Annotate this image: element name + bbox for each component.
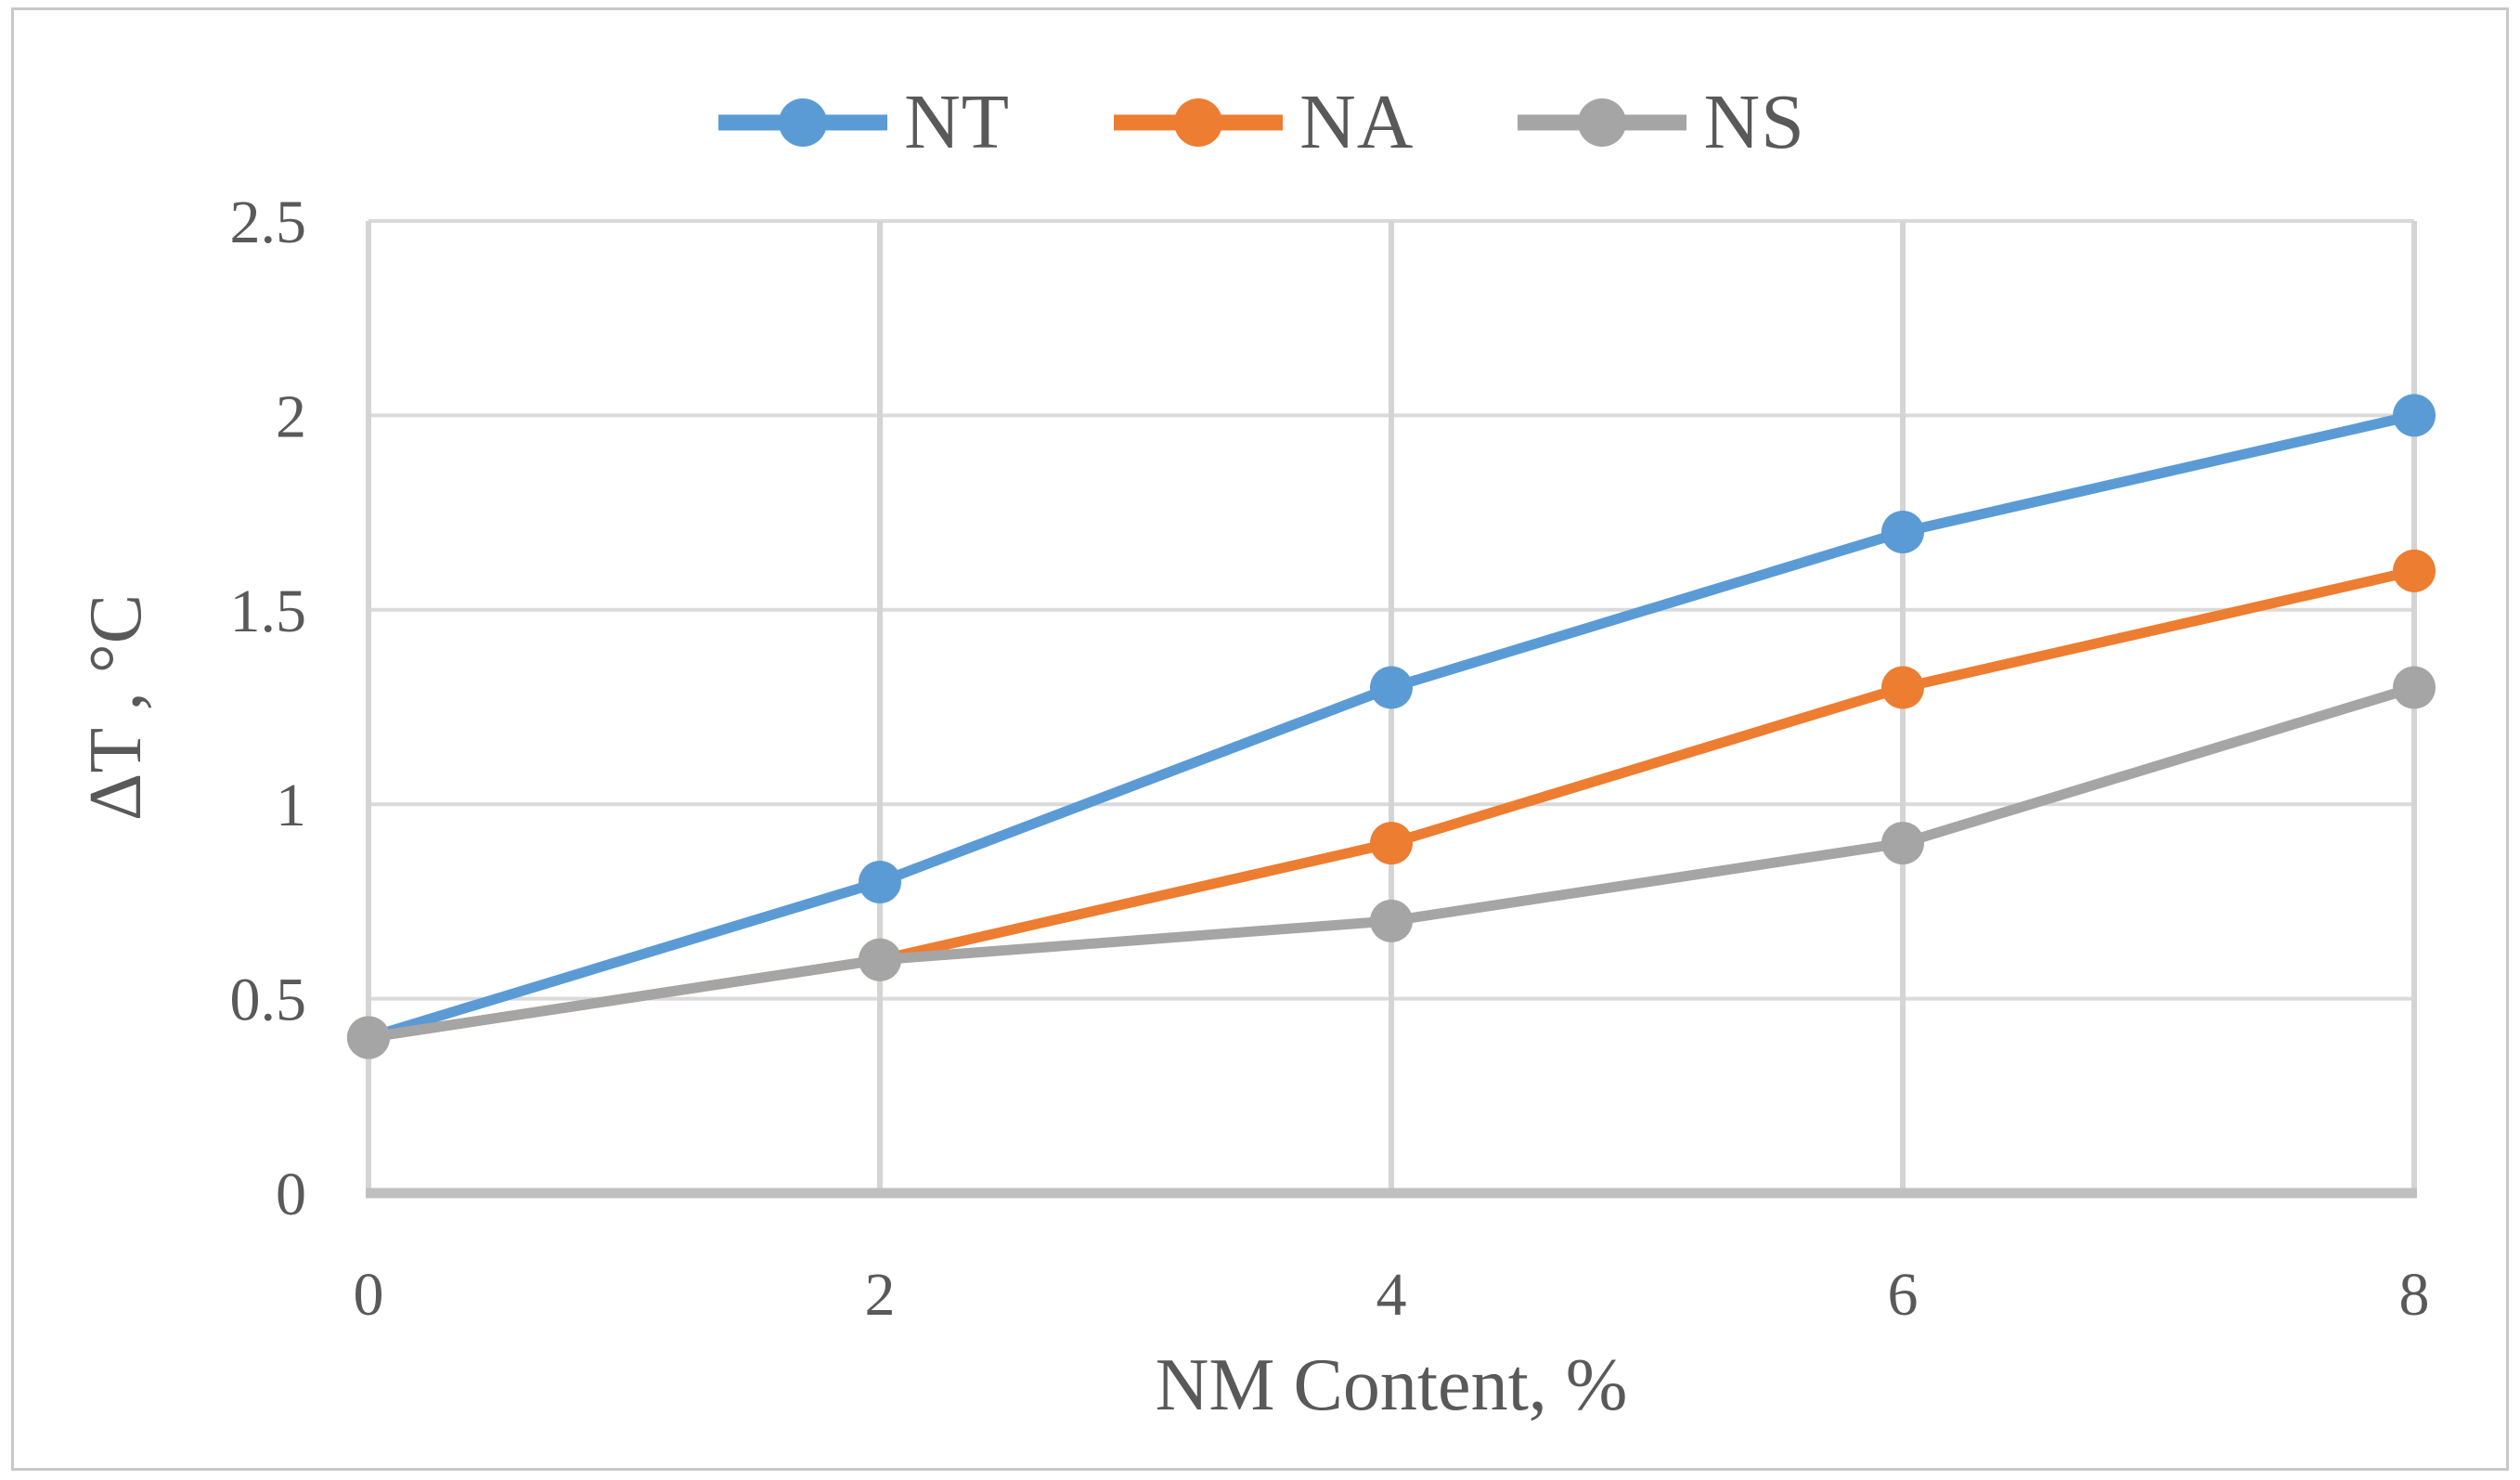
data-point-ns-x8 [2393, 666, 2436, 709]
y-tick-label-1.5: 1.5 [230, 578, 307, 645]
x-tick-label-6: 6 [1888, 1261, 1919, 1329]
data-point-nt-x6 [1881, 511, 1924, 554]
data-point-na-x4 [1370, 822, 1413, 865]
legend-label-na: NA [1299, 79, 1415, 165]
x-tick-label-2: 2 [865, 1261, 896, 1329]
x-axis-title: NM Content, % [1155, 1344, 1628, 1426]
data-point-na-x6 [1881, 666, 1924, 709]
x-tick-label-8: 8 [2399, 1261, 2430, 1329]
legend: NT NA NS [0, 67, 2520, 178]
data-point-ns-x0 [347, 1016, 390, 1059]
na-series-marker-icon [1114, 98, 1284, 147]
y-tick-label-1: 1 [276, 772, 306, 839]
y-tick-label-0: 0 [276, 1161, 306, 1228]
data-point-ns-x4 [1370, 899, 1413, 942]
y-axis-title: ΔT , °C [75, 593, 157, 822]
x-tick-label-4: 4 [1376, 1261, 1407, 1329]
legend-item-na: NA [1110, 84, 1414, 162]
x-tick-label-0: 0 [354, 1261, 384, 1329]
data-point-na-x8 [2393, 549, 2436, 592]
legend-item-ns: NS [1514, 84, 1804, 162]
data-point-nt-x4 [1370, 666, 1413, 709]
legend-label-ns: NS [1703, 79, 1805, 165]
y-tick-label-2.5: 2.5 [230, 188, 307, 256]
data-point-ns-x6 [1881, 822, 1924, 865]
data-point-nt-x2 [859, 860, 901, 903]
y-tick-label-0.5: 0.5 [230, 967, 307, 1034]
legend-label-nt: NT [904, 79, 1011, 165]
data-point-ns-x2 [859, 938, 901, 981]
nt-series-marker-icon [718, 98, 888, 147]
y-tick-label-2: 2 [276, 383, 306, 450]
ns-series-marker-icon [1518, 98, 1687, 147]
legend-item-nt: NT [715, 84, 1010, 162]
data-point-nt-x8 [2393, 394, 2436, 437]
